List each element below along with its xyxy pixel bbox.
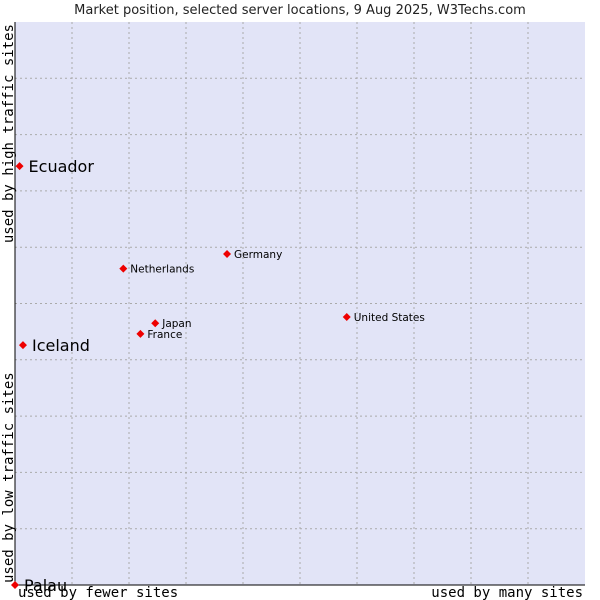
- point-marker-japan: [151, 319, 160, 328]
- chart-title: Market position, selected server locatio…: [74, 3, 526, 18]
- point-label-iceland: Iceland: [32, 336, 90, 355]
- point-label-palau: Palau: [24, 576, 67, 595]
- point-marker-france: [136, 329, 145, 338]
- point-marker-germany: [223, 249, 232, 258]
- point-label-japan: Japan: [161, 318, 191, 330]
- point-marker-united-states: [342, 313, 351, 322]
- x-axis-label-left: used by fewer sites: [18, 585, 178, 600]
- point-label-ecuador: Ecuador: [29, 157, 95, 176]
- point-marker-palau: [11, 581, 19, 589]
- point-label-united-states: United States: [354, 312, 425, 324]
- y-axis-label-top: used by high traffic sites: [1, 24, 17, 243]
- x-axis-label-right: used by many sites: [431, 585, 583, 600]
- point-marker-iceland: [18, 341, 27, 350]
- y-axis-label-bottom: used by low traffic sites: [1, 372, 17, 583]
- data-points: Ecuador Iceland Palau Netherlands Germany Jap…: [11, 157, 425, 595]
- point-label-germany: Germany: [234, 249, 282, 261]
- point-label-netherlands: Netherlands: [130, 264, 194, 276]
- point-marker-ecuador: [15, 162, 24, 171]
- grid-lines: [15, 22, 585, 585]
- point-label-france: France: [147, 329, 182, 341]
- point-marker-netherlands: [119, 264, 128, 273]
